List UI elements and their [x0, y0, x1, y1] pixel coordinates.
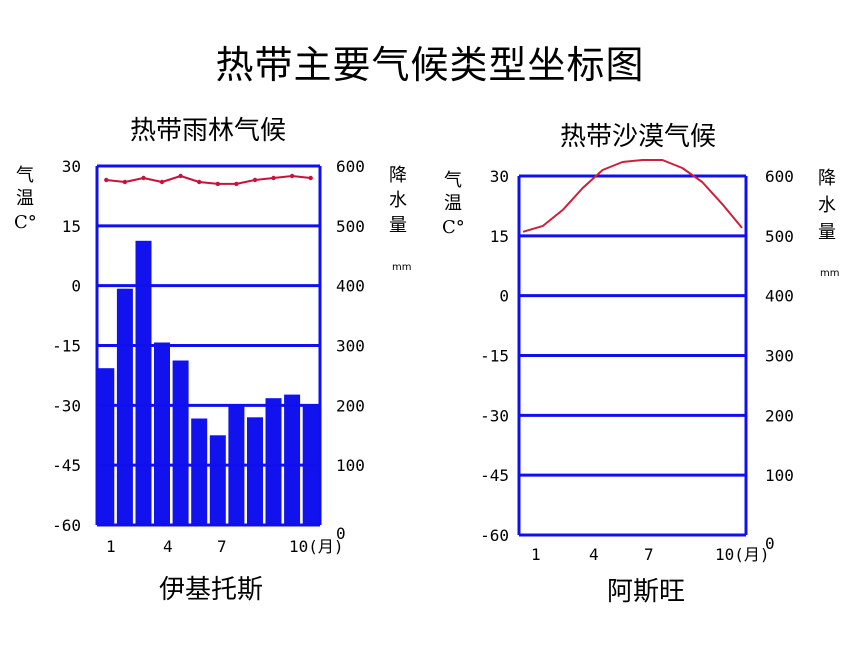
- temp-tick-label: -60: [480, 526, 509, 545]
- precip-tick-label: 0: [765, 534, 775, 553]
- temp-axis-label-char-3: C°: [442, 217, 465, 238]
- temp-tick-label: -30: [52, 396, 81, 415]
- precip-bar-month-11: [284, 394, 301, 525]
- temperature-point-month-12: [308, 175, 313, 181]
- precip-tick-label: 100: [765, 466, 794, 485]
- temperature-point-month-3: [141, 175, 146, 181]
- precip-tick-label: 300: [765, 347, 794, 366]
- temperature-point-month-5: [178, 173, 183, 179]
- precip-tick-label: 400: [336, 277, 365, 296]
- precip-tick-label: 100: [336, 456, 365, 475]
- month-tick-label: 1: [106, 537, 116, 556]
- month-tick-label: 4: [589, 545, 599, 564]
- temp-tick-label: -60: [52, 516, 81, 535]
- precip-tick-label: 400: [765, 287, 794, 306]
- temp-tick-label: -15: [480, 347, 509, 366]
- month-tick-label: 10(月): [715, 545, 770, 564]
- precip-tick-label: 0: [336, 524, 346, 543]
- precip-bar-month-9: [247, 417, 263, 525]
- temp-axis-label-char-1: 气: [16, 165, 34, 186]
- precip-bar-month-10: [265, 398, 282, 525]
- temperature-point-month-4: [159, 179, 165, 185]
- rainforest-station-name: 伊基托斯: [159, 575, 263, 605]
- temperature-point-month-6: [197, 179, 202, 185]
- desert-chart-title: 热带沙漠气候: [560, 122, 716, 152]
- precip-tick-label: 600: [336, 157, 365, 176]
- precip-axis-label-char-2: 水: [389, 190, 407, 211]
- temperature-point-month-10: [271, 175, 276, 181]
- temperature-point-month-1: [104, 177, 109, 183]
- precip-bar-month-4: [154, 342, 170, 525]
- precip-tick-label: 200: [765, 406, 794, 425]
- temp-axis-label-char-2: 温: [16, 188, 34, 209]
- temp-tick-label: 0: [71, 277, 81, 296]
- temperature-point-month-8: [234, 181, 239, 187]
- rainforest-precip-axis-label: 降 水 量 mm: [389, 165, 411, 273]
- temp-axis-label-char-2: 温: [444, 193, 462, 214]
- month-tick-label: 7: [644, 545, 654, 564]
- precip-bar-month-5: [172, 360, 189, 525]
- precip-tick-label: 200: [336, 396, 365, 415]
- precip-unit: mm: [392, 262, 411, 273]
- temp-tick-label: 30: [490, 167, 509, 186]
- precip-tick-label: 300: [336, 337, 365, 356]
- rainforest-temp-axis-label: 气 温 C°: [14, 165, 37, 233]
- temp-tick-label: -15: [52, 337, 81, 356]
- temp-tick-label: -45: [52, 456, 81, 475]
- precip-axis-label-char-3: 量: [389, 215, 407, 236]
- desert-chart: 热带沙漠气候 气 温 C° 降 水 量 mm 30 15 0 -15 -30 -45 -60…: [442, 122, 839, 607]
- precip-axis-label-char-3: 量: [818, 222, 836, 243]
- precip-tick-label: 500: [336, 217, 365, 236]
- precip-axis-label-char-1: 降: [818, 168, 836, 189]
- desert-precip-axis-label: 降 水 量 mm: [818, 168, 839, 279]
- temperature-point-month-11: [289, 173, 295, 179]
- month-tick-label: 10(月): [289, 537, 344, 556]
- precip-bar-month-6: [191, 418, 208, 525]
- temperature-line: [522, 159, 743, 233]
- temperature-point-month-7: [215, 181, 220, 187]
- desert-temp-axis-label: 气 温 C°: [442, 170, 465, 238]
- temp-axis-label-char-3: C°: [14, 212, 37, 233]
- precip-axis-label-char-1: 降: [389, 165, 407, 186]
- precip-axis-label-char-2: 水: [818, 195, 836, 216]
- temp-tick-label: -30: [480, 406, 509, 425]
- precip-tick-label: 500: [765, 227, 794, 246]
- month-tick-label: 1: [531, 545, 541, 564]
- temp-tick-label: 15: [490, 227, 509, 246]
- temp-tick-label: 0: [499, 287, 509, 306]
- temperature-point-month-2: [122, 179, 128, 185]
- temp-tick-label: 15: [62, 217, 81, 236]
- temp-axis-label-char-1: 气: [444, 170, 462, 191]
- rainforest-chart: 热带雨林气候 气 温 C° 降 水 量 mm 30 15 0 -15 -30 -45 -60…: [14, 116, 411, 605]
- temp-tick-label: 30: [62, 157, 81, 176]
- precip-tick-label: 600: [765, 167, 794, 186]
- page-title: 热带主要气候类型坐标图: [215, 43, 645, 87]
- temperature-line: [106, 175, 311, 185]
- precip-bar-month-3: [135, 240, 152, 526]
- precip-bar-month-7: [209, 435, 226, 526]
- precip-bar-month-2: [116, 288, 133, 525]
- month-tick-label: 4: [163, 537, 173, 556]
- temp-tick-label: -45: [480, 466, 509, 485]
- precip-unit: mm: [820, 268, 839, 279]
- temperature-point-month-9: [252, 177, 258, 183]
- precip-bar-month-1: [98, 368, 115, 525]
- desert-station-name: 阿斯旺: [607, 577, 685, 607]
- month-tick-label: 7: [217, 537, 227, 556]
- rainforest-chart-title: 热带雨林气候: [130, 116, 286, 146]
